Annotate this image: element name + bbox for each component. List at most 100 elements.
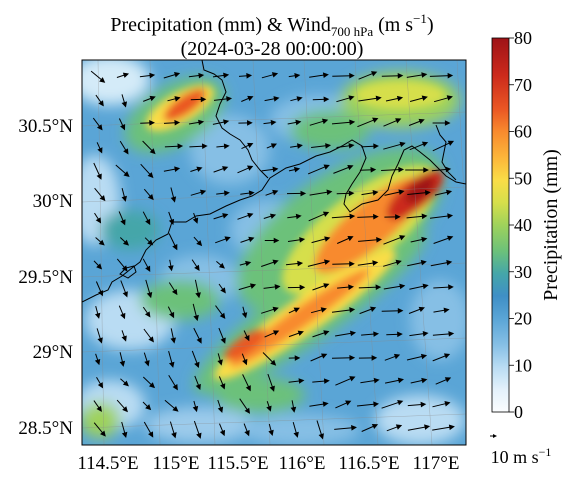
- wind-vector-head: [192, 217, 199, 224]
- wind-vector-head: [96, 263, 103, 270]
- wind-vector-head: [323, 164, 330, 170]
- wind-vector: [242, 374, 250, 389]
- wind-vector-head: [448, 284, 454, 290]
- wind-vector-head: [420, 401, 427, 408]
- wind-vector-head: [201, 143, 208, 150]
- wind-vector-head: [244, 430, 250, 437]
- wind-vector-head: [224, 236, 231, 242]
- wind-vector-head: [444, 120, 451, 126]
- wind-vector-head: [195, 292, 201, 299]
- wind-vector-head: [120, 219, 126, 226]
- wind-vector-head: [222, 166, 229, 172]
- wind-vector: [238, 284, 254, 291]
- wind-vector-head: [145, 218, 151, 226]
- wind-vector-head: [421, 213, 428, 220]
- lon-tick-label: 114.5°E: [77, 453, 138, 474]
- wind-vector-head: [192, 405, 199, 413]
- wind-vector: [406, 355, 425, 361]
- wind-vector-head: [194, 264, 200, 272]
- wind-vector-head: [372, 260, 379, 266]
- wind-vector: [360, 379, 377, 384]
- wind-vector-head: [122, 72, 130, 78]
- wind-vector-head: [269, 385, 275, 392]
- wind-vector-head: [242, 358, 248, 366]
- wind-vector-head: [199, 189, 207, 196]
- wind-vector-head: [272, 166, 279, 173]
- wind-vector: [115, 164, 128, 176]
- wind-vector: [432, 333, 452, 336]
- wind-vector: [356, 403, 377, 407]
- wind-vector: [312, 284, 327, 291]
- wind-vector-head: [147, 172, 154, 179]
- colorbar-tick-label: 30: [514, 262, 532, 282]
- wind-vector-head: [323, 283, 330, 289]
- wind-vector-head: [398, 166, 405, 173]
- quiver-key: 10 m s−1: [490, 434, 551, 467]
- wind-vector-head: [323, 96, 330, 103]
- wind-vector-head: [121, 431, 128, 438]
- wind-vector-head: [148, 336, 154, 343]
- wind-vector-head: [445, 166, 452, 173]
- wind-vector-head: [395, 424, 403, 430]
- wind-vector: [309, 191, 330, 196]
- wind-vector-head: [247, 95, 254, 102]
- wind-vector-head: [98, 100, 104, 107]
- wind-vector-head: [318, 433, 324, 440]
- wind-vector: [383, 236, 403, 245]
- wind-vector-head: [351, 425, 357, 431]
- wind-vector-head: [296, 143, 303, 149]
- wind-vector-head: [397, 308, 404, 314]
- wind-vector-head: [421, 95, 428, 101]
- wind-vector-head: [241, 312, 248, 319]
- wind-vector: [358, 286, 379, 289]
- wind-vector-head: [174, 166, 181, 172]
- wind-vector-head: [398, 189, 405, 195]
- wind-vector-head: [97, 382, 104, 389]
- map-frame: [81, 59, 467, 446]
- wind-vector-head: [273, 330, 280, 336]
- wind-vector-head: [100, 430, 106, 437]
- wind-vector-head: [269, 213, 277, 219]
- wind-vector: [429, 215, 451, 219]
- wind-vector: [93, 422, 105, 435]
- wind-vector-head: [270, 359, 277, 366]
- wind-vector-head: [349, 307, 356, 313]
- wind-vector: [333, 166, 351, 174]
- wind-vector-head: [220, 337, 226, 344]
- wind-vector-head: [222, 213, 229, 219]
- wind-vector-head: [294, 72, 301, 79]
- colorbar-tick-label: 40: [514, 215, 532, 235]
- wind-vector: [308, 212, 327, 222]
- lon-tick-label: 115.5°E: [207, 453, 268, 474]
- colorbar-tick-label: 20: [514, 309, 532, 329]
- wind-vector-head: [397, 331, 403, 338]
- wind-vector-head: [444, 377, 452, 383]
- wind-vector-head: [294, 355, 301, 361]
- colorbar-tick-label: 60: [514, 122, 532, 142]
- wind-vector-head: [370, 306, 377, 312]
- wind-vector: [309, 120, 326, 126]
- wind-vector-head: [247, 212, 254, 219]
- lon-tick-label: 116.5°E: [338, 453, 399, 474]
- colorbar-tick-label: 0: [514, 402, 523, 422]
- wind-vector: [120, 280, 127, 295]
- wind-vector-head: [94, 358, 101, 366]
- wind-vector-head: [147, 239, 154, 246]
- wind-vector: [409, 285, 426, 290]
- wind-vector-head: [393, 353, 401, 360]
- lat-tick-label: 29°N: [33, 342, 74, 363]
- wind-vector-head: [373, 377, 380, 384]
- wind-vector-head: [246, 120, 253, 126]
- lon-tick-label: 115°E: [153, 453, 200, 474]
- wind-vector-head: [123, 171, 130, 178]
- wind-vector: [357, 118, 376, 128]
- wind-vector-head: [323, 378, 330, 384]
- wind-vector-head: [345, 400, 352, 406]
- wind-vector-head: [349, 119, 356, 126]
- wind-vector-head: [168, 218, 175, 226]
- wind-vector: [307, 165, 328, 175]
- wind-vector-head: [293, 166, 301, 173]
- wind-vector: [261, 261, 276, 267]
- wind-vector-head: [375, 284, 382, 291]
- colorbar-tick-label: 10: [514, 355, 532, 375]
